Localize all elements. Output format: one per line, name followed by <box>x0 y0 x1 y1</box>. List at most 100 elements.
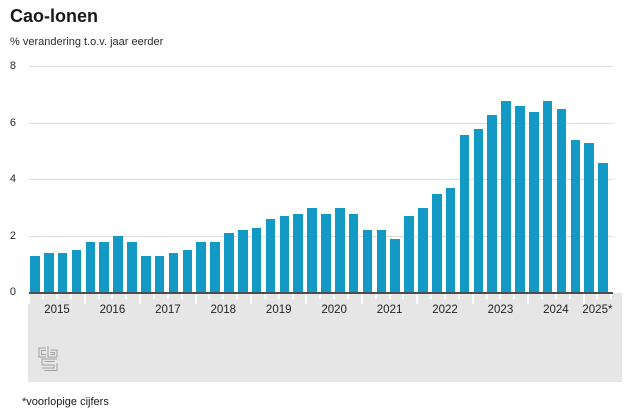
cbs-logo-b <box>47 346 58 358</box>
year-tick <box>471 293 474 304</box>
x-axis-year-label-3: 2018 <box>210 304 237 316</box>
gridline-y4 <box>29 179 613 181</box>
bar-quarter-10 <box>168 253 179 293</box>
bar-quarter-18 <box>279 216 290 293</box>
bar-quarter-28 <box>418 207 428 293</box>
year-tick <box>305 293 308 304</box>
bar-quarter-0 <box>30 255 40 293</box>
bar-quarter-6 <box>113 236 123 293</box>
bar-quarter-4 <box>85 241 96 293</box>
bar-quarter-2 <box>57 253 68 293</box>
bar-quarter-38 <box>556 109 567 293</box>
quarter-tick <box>596 293 599 299</box>
bar-quarter-20 <box>307 207 317 293</box>
cbs-logo <box>36 345 62 382</box>
quarter-tick <box>56 293 58 299</box>
x-axis-baseline <box>29 291 613 294</box>
bar-quarter-17 <box>265 219 276 293</box>
quarter-tick <box>42 293 45 299</box>
quarter-tick <box>208 293 211 299</box>
quarter-tick <box>291 293 294 299</box>
bar-quarter-9 <box>154 255 165 293</box>
quarter-tick <box>444 293 446 299</box>
year-tick <box>83 293 86 304</box>
quarter-tick <box>554 293 557 299</box>
bar-quarter-26 <box>390 238 400 293</box>
footnote-voorlopige-cijfers: *voorlopige cijfers <box>22 396 109 408</box>
quarter-tick <box>263 293 266 299</box>
quarter-tick <box>111 293 114 299</box>
bar-quarter-31 <box>459 134 470 293</box>
x-axis-year-label-6: 2021 <box>376 304 403 316</box>
bar-quarter-35 <box>515 106 525 293</box>
bar-quarter-36 <box>529 112 539 293</box>
year-tick <box>582 293 585 304</box>
quarter-tick <box>319 293 322 299</box>
bar-quarter-32 <box>473 128 484 293</box>
bar-quarter-33 <box>487 114 497 293</box>
cbs-logo-c <box>38 347 46 358</box>
chart-subtitle: % verandering t.o.v. jaar eerder <box>10 36 164 48</box>
year-tick <box>139 293 142 304</box>
gridline-y6 <box>29 122 613 124</box>
quarter-tick <box>347 293 349 299</box>
x-axis-year-label-0: 2015 <box>44 304 70 316</box>
quarter-tick <box>97 293 100 299</box>
quarter-tick <box>236 293 239 299</box>
year-tick <box>250 293 252 304</box>
x-axis-band <box>28 293 622 382</box>
quarter-tick <box>568 293 571 299</box>
bar-quarter-15 <box>238 230 248 293</box>
y-axis-label-0: 0 <box>9 286 16 298</box>
year-tick <box>28 293 31 304</box>
y-axis-label-6: 6 <box>9 116 16 129</box>
year-tick <box>360 293 363 304</box>
y-axis-label-8: 8 <box>9 60 16 73</box>
quarter-tick <box>153 293 155 299</box>
page-title: Cao-lonen <box>10 6 98 26</box>
y-axis-label-4: 4 <box>9 173 16 186</box>
bar-quarter-3 <box>71 250 82 293</box>
quarter-tick <box>166 293 169 299</box>
x-axis-year-label-10: 2025* <box>582 304 613 316</box>
gridline-y8 <box>29 66 613 68</box>
bar-quarter-12 <box>196 241 206 293</box>
bar-quarter-16 <box>251 227 262 293</box>
x-axis-year-label-4: 2019 <box>265 304 292 316</box>
quarter-tick <box>388 293 391 299</box>
bar-quarter-14 <box>224 233 234 293</box>
bar-quarter-37 <box>542 100 553 293</box>
quarter-tick <box>499 293 502 299</box>
x-axis-year-label-1: 2016 <box>99 304 126 316</box>
bar-quarter-40 <box>584 143 594 293</box>
quarter-tick <box>485 293 488 299</box>
x-axis-year-label-7: 2022 <box>432 304 458 316</box>
x-axis-year-label-2: 2017 <box>155 304 181 316</box>
bar-quarter-24 <box>362 230 373 293</box>
cbs-logo-s <box>41 358 58 371</box>
bar-quarter-13 <box>210 241 220 293</box>
bar-quarter-30 <box>445 188 456 293</box>
x-axis-year-label-9: 2024 <box>543 304 569 316</box>
quarter-tick <box>541 293 543 299</box>
quarter-tick <box>125 293 128 299</box>
bar-quarter-25 <box>376 230 387 293</box>
y-axis-label-2: 2 <box>9 229 16 242</box>
bar-quarter-19 <box>293 213 303 293</box>
bar-quarter-27 <box>404 216 414 293</box>
x-axis-year-label-8: 2023 <box>487 304 514 316</box>
bar-quarter-8 <box>141 255 151 293</box>
bar-quarter-34 <box>501 100 511 293</box>
bar-quarter-41 <box>598 162 608 293</box>
quarter-tick <box>180 293 183 299</box>
bar-quarter-21 <box>321 213 331 293</box>
gridline-y2 <box>29 235 613 237</box>
quarter-tick <box>222 293 225 299</box>
bar-quarter-39 <box>570 140 581 293</box>
bar-quarter-1 <box>44 253 54 293</box>
year-tick <box>194 293 197 304</box>
quarter-tick <box>430 293 433 299</box>
year-tick <box>527 293 530 304</box>
quarter-tick <box>374 293 377 299</box>
